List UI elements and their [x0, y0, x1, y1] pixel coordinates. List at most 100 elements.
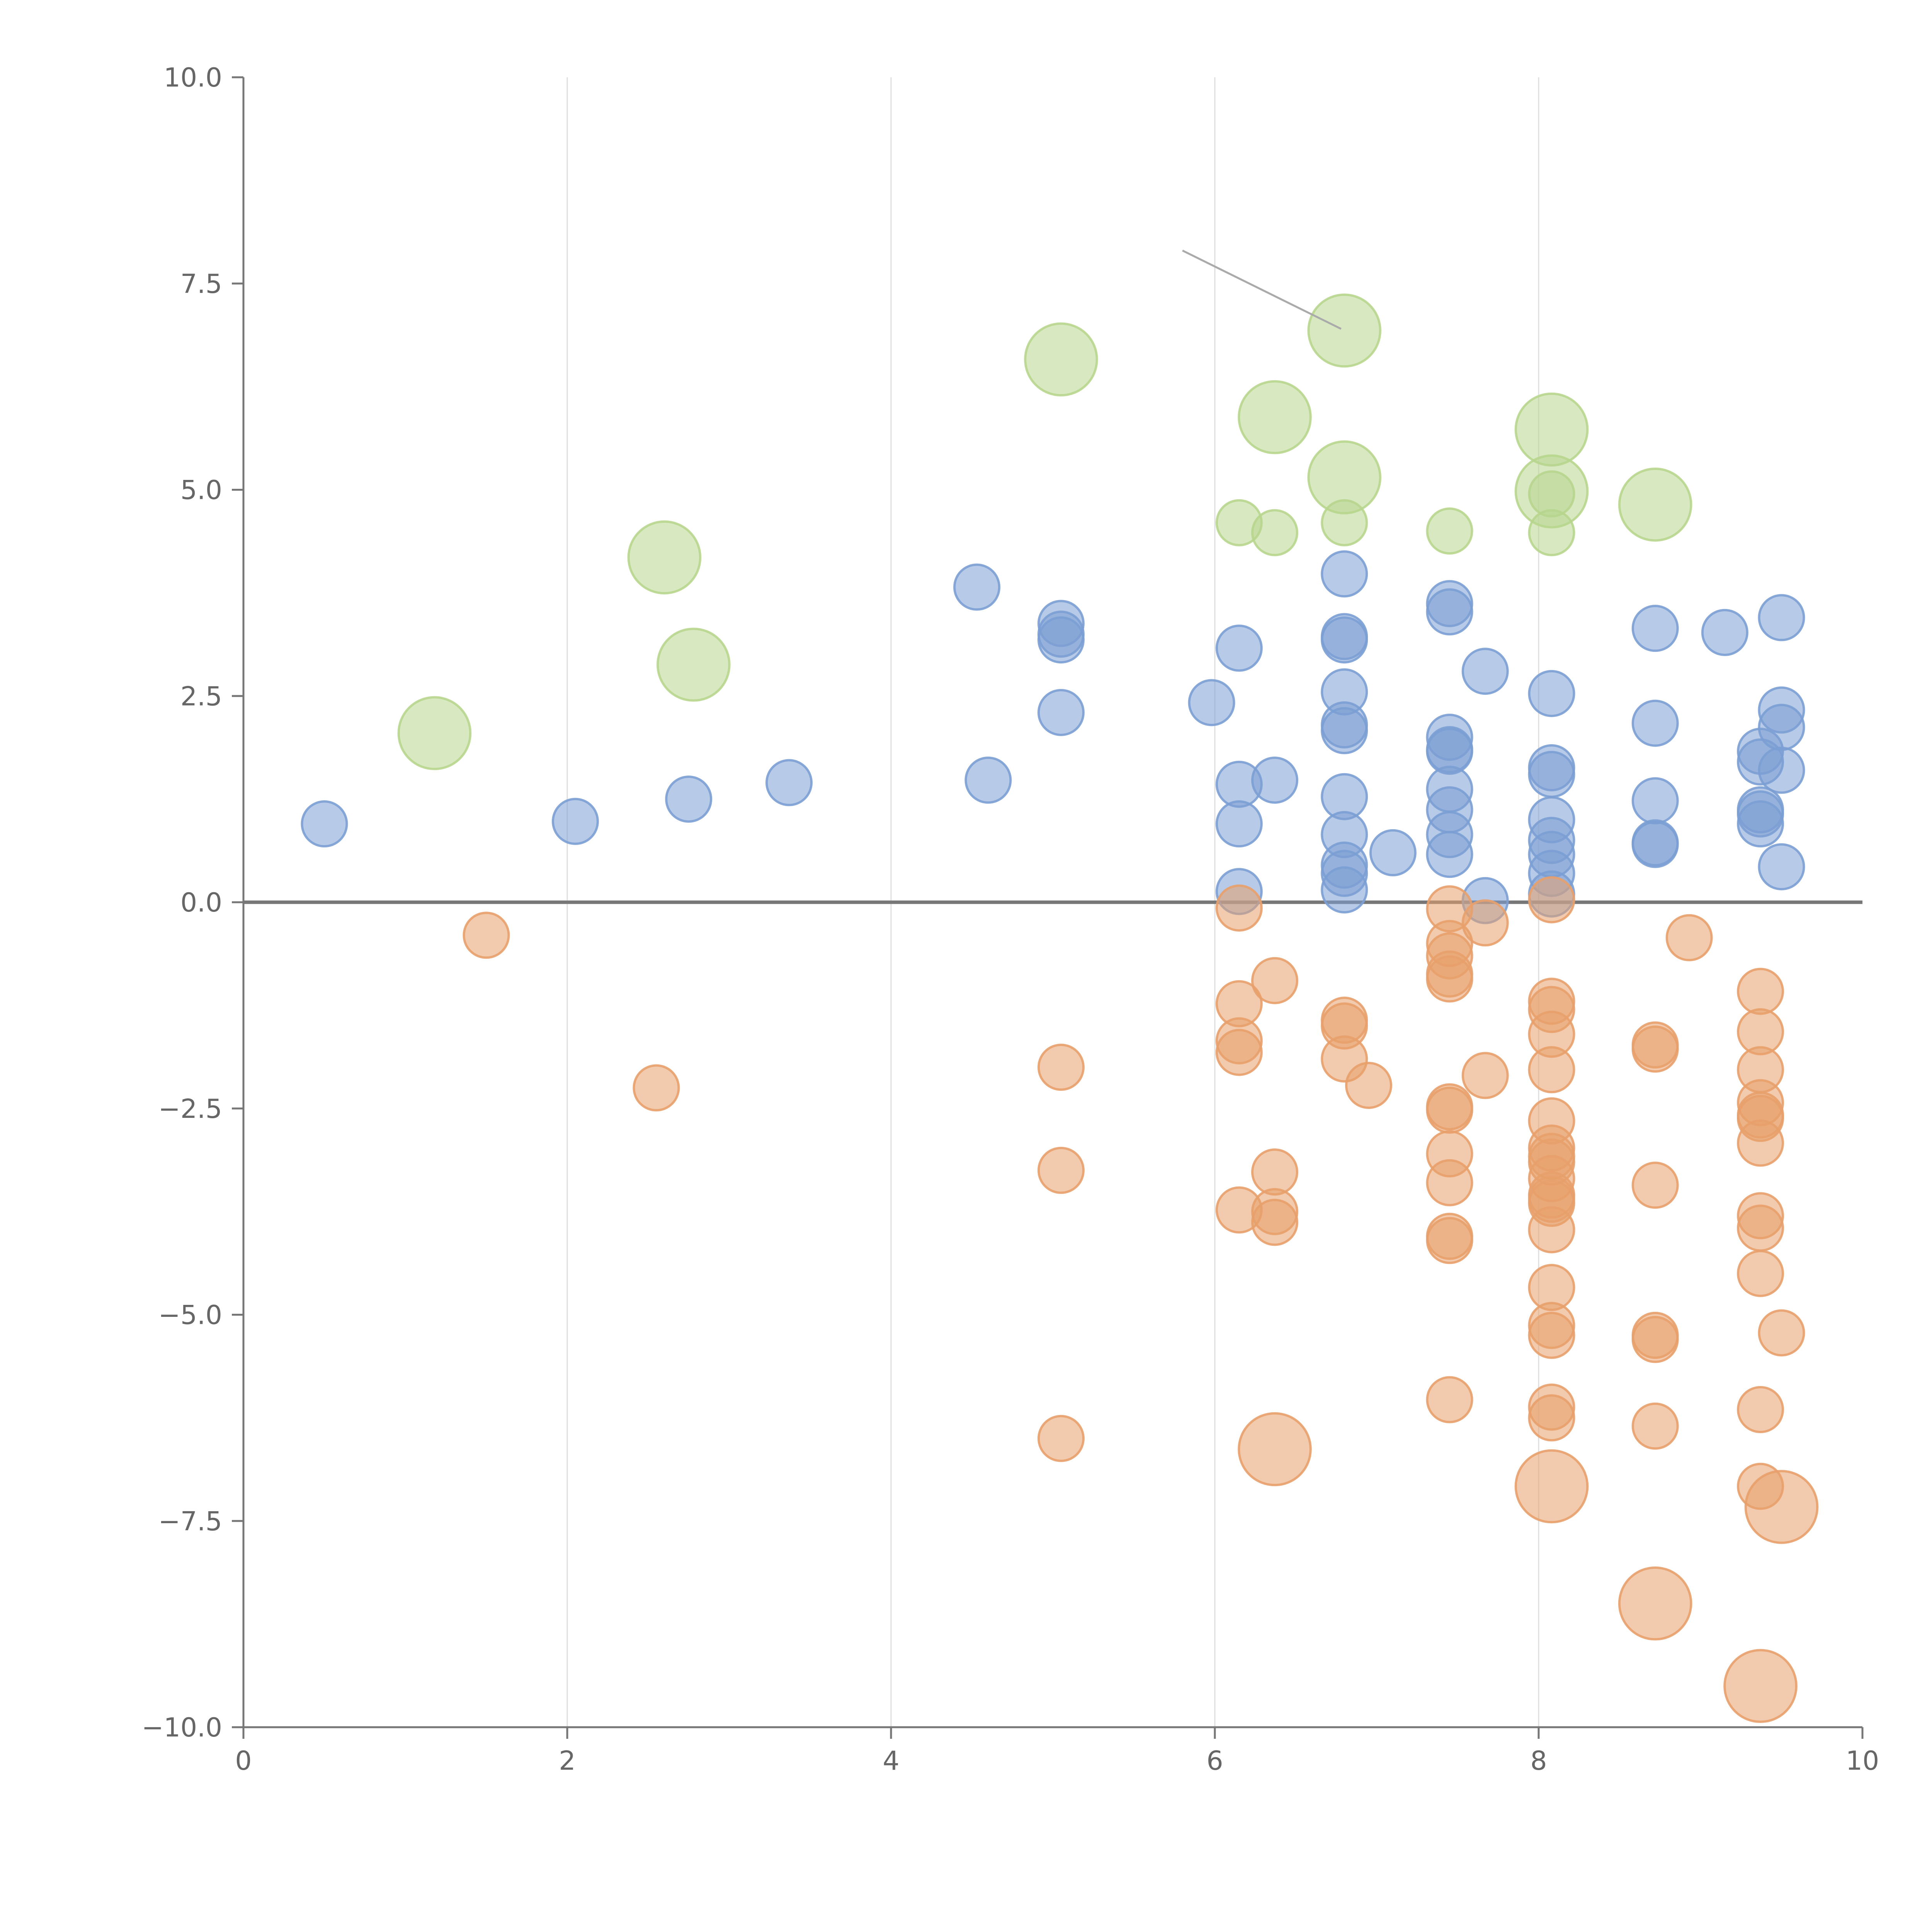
data-point [1665, 914, 1713, 961]
data-point [1238, 1412, 1312, 1486]
data-point [1037, 1415, 1085, 1462]
data-point [1618, 468, 1692, 542]
data-point [1321, 550, 1368, 598]
data-point [656, 628, 731, 702]
series-orange-large [1238, 1412, 1819, 1723]
data-point [1737, 1204, 1784, 1252]
data-point [463, 912, 510, 959]
data-point [1758, 747, 1805, 794]
data-point [1618, 1566, 1692, 1641]
y-tick-label: 0.0 [180, 888, 222, 918]
x-axis-ticks: 0 2 4 6 8 10 [235, 1727, 1879, 1776]
data-point [1514, 1449, 1589, 1524]
data-point [1037, 1044, 1085, 1091]
data-point [1321, 707, 1368, 754]
data-point [1737, 800, 1784, 848]
data-point [397, 696, 472, 770]
data-point [1631, 1162, 1679, 1209]
y-tick-label: 2.5 [180, 681, 222, 712]
data-point [1426, 831, 1473, 878]
data-point [1215, 1029, 1263, 1076]
data-point [1426, 507, 1473, 555]
data-point [1631, 605, 1679, 652]
data-point [1426, 588, 1473, 636]
data-points [301, 293, 1819, 1723]
data-point [1701, 609, 1748, 656]
data-point [1321, 866, 1368, 913]
data-point [1321, 616, 1368, 664]
y-tick-label: −10.0 [142, 1713, 222, 1743]
data-point [1426, 1087, 1473, 1134]
data-point [1528, 670, 1575, 717]
x-tick-label: 6 [1206, 1746, 1223, 1776]
data-point [1514, 454, 1589, 529]
data-point [1737, 1386, 1784, 1434]
data-point [953, 563, 1001, 611]
data-point [1426, 1376, 1473, 1423]
data-point [765, 759, 813, 806]
data-point [1251, 757, 1299, 804]
data-point [1528, 1311, 1575, 1359]
y-tick-label: −7.5 [158, 1506, 222, 1537]
data-point [1251, 509, 1299, 556]
annotation-leader-line [1182, 250, 1342, 330]
data-point [1737, 1119, 1784, 1167]
data-point [1215, 884, 1263, 932]
data-point [1758, 594, 1805, 641]
data-point [1528, 1046, 1575, 1094]
data-point [1461, 899, 1509, 947]
y-tick-label: 7.5 [180, 269, 222, 299]
data-point [1528, 1206, 1575, 1253]
data-point [665, 776, 713, 823]
y-tick-label: 5.0 [180, 475, 222, 506]
y-tick-label: −5.0 [158, 1300, 222, 1331]
data-point [1631, 777, 1679, 825]
data-point [1461, 1052, 1509, 1099]
data-point [1307, 440, 1381, 515]
data-point [1307, 293, 1381, 368]
data-point [1631, 821, 1679, 868]
data-point [1251, 1199, 1299, 1246]
data-point [1037, 689, 1085, 736]
data-point [1528, 876, 1575, 923]
data-point [301, 800, 348, 848]
data-point [1758, 1309, 1805, 1357]
x-tick-label: 8 [1530, 1746, 1547, 1776]
data-point [1758, 843, 1805, 891]
data-point [1369, 829, 1417, 876]
data-point [1737, 1250, 1784, 1297]
data-point [1758, 704, 1805, 751]
data-point [1238, 380, 1312, 454]
data-point [1426, 955, 1473, 1003]
data-point [633, 1064, 680, 1112]
data-point [1631, 1402, 1679, 1450]
y-tick-label: −2.5 [158, 1094, 222, 1124]
data-point [1631, 1026, 1679, 1073]
x-tick-label: 2 [559, 1746, 575, 1776]
data-point [1188, 679, 1235, 726]
annotations [1182, 250, 1342, 330]
data-point [1024, 322, 1098, 396]
data-point [1215, 624, 1263, 672]
data-point [1528, 751, 1575, 798]
series-green-large [397, 293, 1692, 770]
series-orange [463, 876, 1805, 1510]
data-point [1251, 1148, 1299, 1196]
data-point [551, 798, 599, 845]
data-point [1528, 1394, 1575, 1442]
data-point [1251, 957, 1299, 1004]
data-point [1631, 699, 1679, 747]
x-tick-label: 0 [235, 1746, 252, 1776]
x-tick-label: 4 [883, 1746, 899, 1776]
data-point [1723, 1649, 1798, 1723]
y-axis-ticks: 10.0 7.5 5.0 2.5 0.0 −2.5 −5.0 −7.5 −10.0 [142, 63, 243, 1743]
x-tick-label: 10 [1846, 1746, 1879, 1776]
data-point [964, 757, 1012, 804]
y-tick-label: 10.0 [164, 63, 222, 93]
data-point [1037, 1146, 1085, 1194]
data-point [1631, 1316, 1679, 1363]
data-point [1345, 1061, 1393, 1109]
data-point [1737, 968, 1784, 1015]
